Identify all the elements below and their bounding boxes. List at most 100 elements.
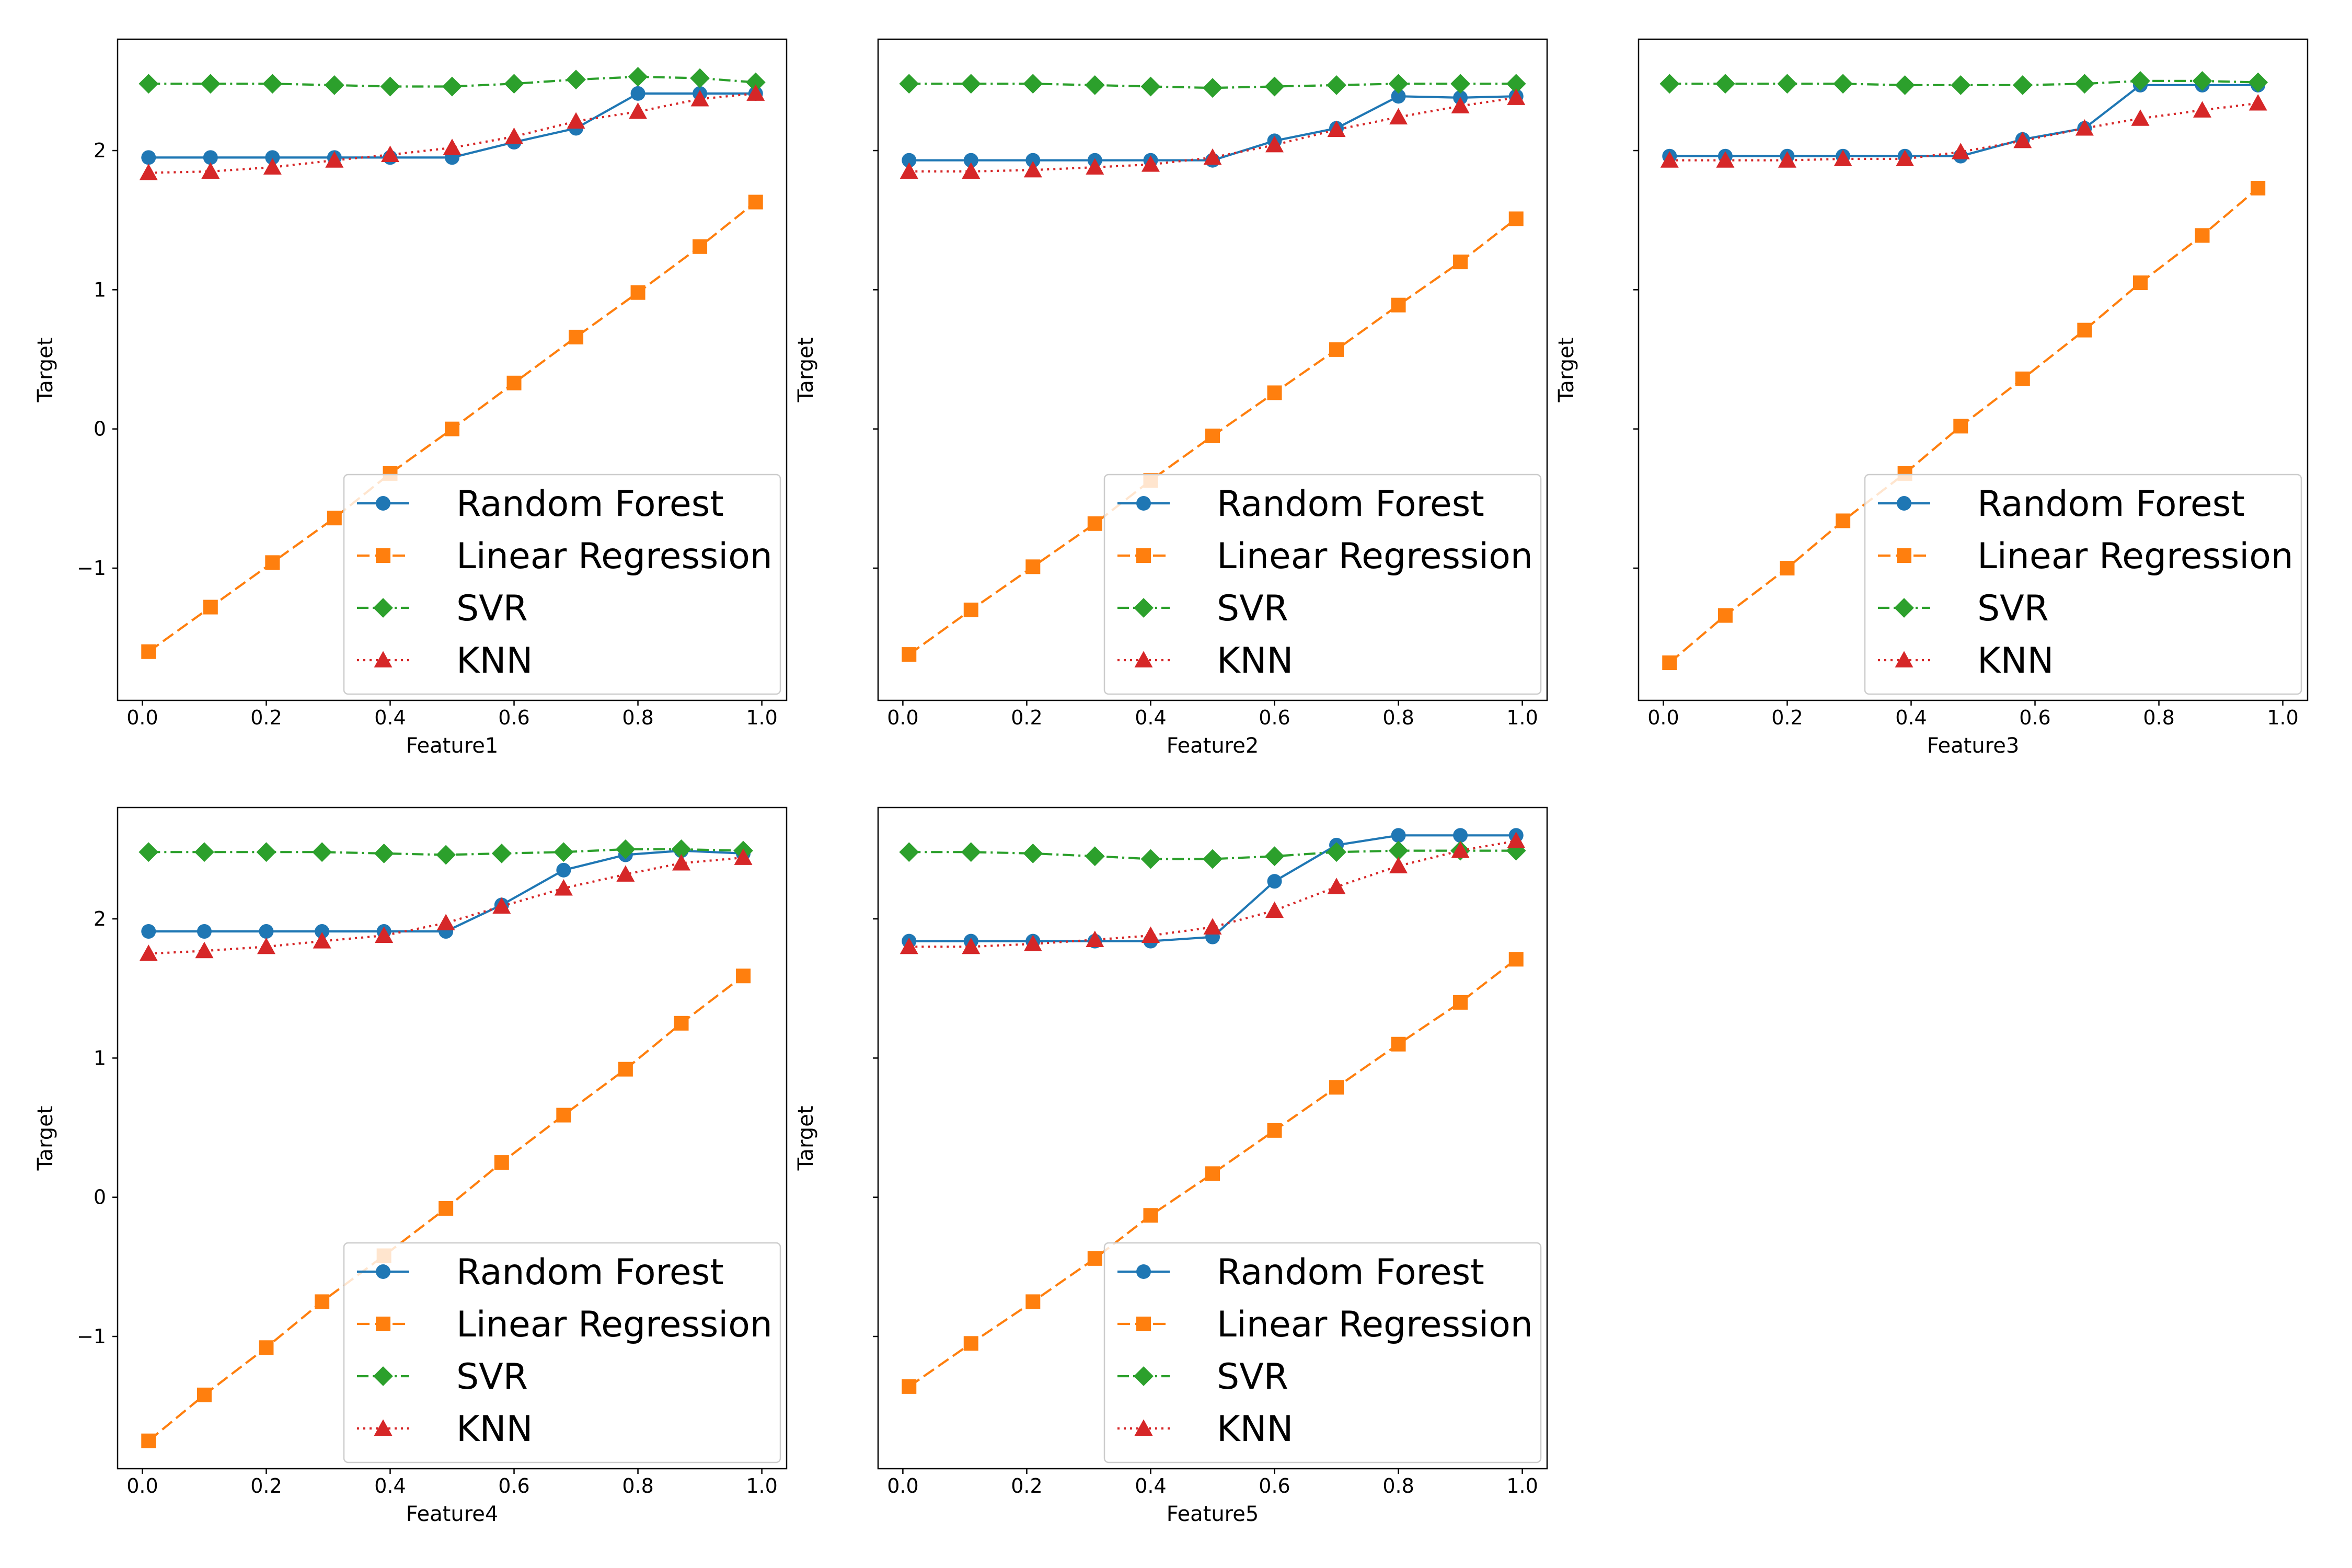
data-point [1085, 846, 1105, 867]
data-point [436, 914, 455, 931]
legend-entry-random-forest: Random Forest [357, 1252, 724, 1293]
y-axis-label: Target [33, 1106, 57, 1171]
x-tick-label: 0.2 [1011, 706, 1042, 729]
data-point [197, 1387, 212, 1402]
data-point [141, 150, 156, 165]
data-point [139, 74, 159, 94]
data-point [1140, 849, 1161, 869]
x-tick-label: 0.6 [1259, 706, 1290, 729]
data-point [1778, 151, 1796, 168]
data-point [380, 76, 400, 97]
data-point [1391, 1036, 1406, 1052]
data-point [1659, 74, 1680, 94]
data-point [2130, 71, 2150, 91]
data-point [1391, 89, 1406, 104]
data-point [1267, 385, 1282, 400]
x-tick-label: 0.0 [887, 706, 918, 729]
series-line [909, 83, 1516, 89]
legend-entry-linear-regression: Linear Regression [357, 536, 773, 577]
data-point [2195, 228, 2210, 243]
legend-marker [1897, 548, 1911, 563]
data-point [1087, 516, 1102, 531]
data-point [1508, 952, 1524, 967]
data-point [324, 75, 344, 95]
subplot-1: 0.0 0.2 0.4 0.6 0.8 1.0 −1 0 1 2 Feature1 Target Ran… [33, 38, 788, 758]
legend: Random Forest Linear Regression SVR KNN [343, 1242, 781, 1463]
legend-label: Linear Regression [1977, 536, 2293, 577]
data-point [2013, 131, 2032, 148]
data-point [325, 151, 344, 168]
data-point [618, 1062, 633, 1077]
data-point [2075, 119, 2094, 136]
data-point [442, 76, 462, 97]
data-point [1715, 74, 1735, 94]
legend-box [1103, 1242, 1542, 1463]
data-point [902, 647, 917, 662]
legend-label: Linear Regression [456, 536, 773, 577]
legend-label: KNN [1977, 640, 2054, 682]
data-point [141, 1433, 156, 1448]
legend: Random Forest Linear Regression SVR KNN [343, 474, 781, 695]
y-tick-label: −1 [77, 557, 106, 580]
legend-marker [374, 1419, 393, 1436]
data-point [506, 375, 522, 390]
series-knn [139, 848, 753, 961]
data-point [900, 162, 918, 179]
data-point [1506, 74, 1526, 94]
x-tick-label: 0.8 [622, 1474, 653, 1497]
data-point [902, 1379, 917, 1394]
legend-marker [1134, 598, 1154, 618]
legend-label: Linear Regression [1217, 536, 1533, 577]
subplot-5: 0.0 0.2 0.4 0.6 0.8 1.0 Feature5 Target Random F… [794, 806, 1548, 1526]
legend-label: KNN [1217, 1409, 1293, 1450]
legend-label: Random Forest [456, 1252, 724, 1293]
y-tick-label: −1 [77, 1325, 106, 1348]
x-axis-label: Feature1 [406, 734, 499, 758]
legend-box [1103, 474, 1542, 695]
legend-entry-knn: KNN [357, 640, 533, 682]
legend-box [1864, 474, 2302, 695]
data-point [1329, 1080, 1344, 1095]
x-tick-label: 1.0 [1506, 1474, 1538, 1497]
series-svr [139, 67, 766, 97]
data-point [1025, 1294, 1041, 1309]
data-point [2251, 180, 2266, 195]
data-point [961, 842, 981, 862]
legend-label: KNN [1217, 640, 1293, 682]
data-point [443, 139, 462, 155]
series-svr [1659, 71, 2268, 95]
legend-entry-random-forest: Random Forest [1878, 483, 2245, 525]
y-axis-label: Target [794, 1106, 818, 1171]
data-point [2192, 71, 2212, 91]
data-point [1327, 120, 1346, 137]
legend-entry-svr: SVR [1117, 588, 1288, 629]
legend-label: SVR [456, 1356, 528, 1398]
x-tick-label: 0.4 [1135, 1474, 1166, 1497]
series-line [909, 849, 1516, 860]
data-point [1086, 158, 1104, 175]
data-point [200, 74, 221, 94]
x-axis-label: Feature5 [1167, 1502, 1259, 1526]
x-tick-label: 0.8 [1382, 1474, 1414, 1497]
data-point [203, 150, 218, 165]
y-tick-label: 1 [94, 278, 106, 301]
legend-entry-knn: KNN [1117, 1409, 1293, 1450]
data-point [734, 848, 753, 865]
data-point [265, 555, 280, 570]
x-tick-label: 0.2 [250, 706, 282, 729]
data-point [672, 854, 691, 871]
x-axis-label: Feature4 [406, 1502, 499, 1526]
data-point [312, 842, 332, 862]
x-tick-label: 1.0 [1506, 706, 1538, 729]
data-point [139, 164, 158, 180]
data-point [315, 924, 330, 939]
data-point [1267, 1123, 1282, 1138]
data-point [1453, 828, 1468, 843]
data-point [1085, 75, 1105, 95]
data-point [197, 924, 212, 939]
data-point [1507, 88, 1526, 105]
data-point [2131, 109, 2150, 126]
x-tick-label: 0.6 [498, 706, 529, 729]
data-point [1143, 1208, 1158, 1223]
legend-label: Random Forest [1977, 483, 2245, 525]
